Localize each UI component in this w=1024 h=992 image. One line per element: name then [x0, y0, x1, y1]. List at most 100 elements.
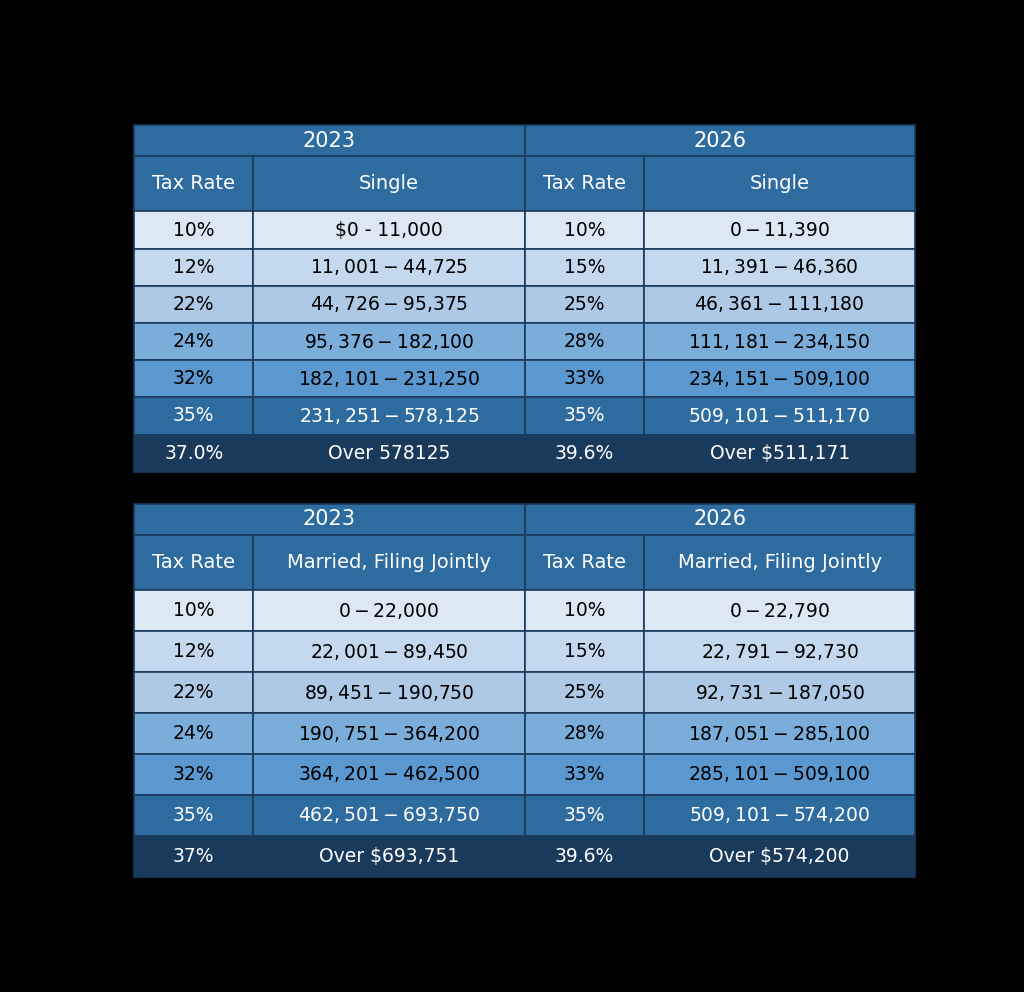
Bar: [524, 398, 644, 434]
Bar: [134, 125, 524, 156]
Text: Over $511,171: Over $511,171: [710, 443, 850, 462]
Bar: [253, 323, 524, 360]
Bar: [134, 360, 253, 398]
Text: 35%: 35%: [173, 407, 214, 426]
Text: $364,201 - $462,500: $364,201 - $462,500: [298, 765, 480, 785]
Bar: [524, 754, 644, 795]
Bar: [644, 286, 915, 323]
Text: Single: Single: [359, 175, 419, 193]
Text: Single: Single: [750, 175, 810, 193]
Text: $0 - 11,000: $0 - 11,000: [335, 220, 443, 239]
Bar: [134, 156, 253, 211]
Text: $95,376 - $182,100: $95,376 - $182,100: [304, 331, 474, 351]
Bar: [644, 535, 915, 590]
Text: $0 - $22,790: $0 - $22,790: [729, 601, 830, 621]
Text: $234,151 - $509,100: $234,151 - $509,100: [688, 369, 870, 389]
Bar: [253, 713, 524, 754]
Text: 28%: 28%: [563, 332, 605, 351]
Bar: [644, 434, 915, 472]
Bar: [134, 535, 253, 590]
Text: 12%: 12%: [173, 258, 214, 277]
Bar: [644, 631, 915, 673]
Bar: [524, 631, 644, 673]
Text: $509,101 - $511,170: $509,101 - $511,170: [688, 406, 870, 426]
Text: 24%: 24%: [173, 724, 215, 743]
Bar: [253, 631, 524, 673]
Text: $190,751 - $364,200: $190,751 - $364,200: [298, 723, 480, 743]
Bar: [134, 754, 253, 795]
Bar: [253, 156, 524, 211]
Text: $509,101 - $574,200: $509,101 - $574,200: [689, 806, 870, 825]
Text: 28%: 28%: [563, 724, 605, 743]
Text: 10%: 10%: [173, 601, 214, 620]
Bar: [134, 249, 253, 286]
Text: $187,051 - $285,100: $187,051 - $285,100: [688, 723, 870, 743]
Text: 33%: 33%: [563, 369, 605, 388]
Bar: [253, 836, 524, 877]
Text: 15%: 15%: [563, 642, 605, 661]
Bar: [644, 211, 915, 249]
Text: $22,001 - $89,450: $22,001 - $89,450: [310, 642, 468, 662]
Bar: [134, 795, 253, 836]
Text: $0 - $11,390: $0 - $11,390: [729, 220, 830, 240]
Text: 2023: 2023: [303, 510, 356, 530]
Text: $92,731 - $187,050: $92,731 - $187,050: [694, 682, 864, 702]
Text: 2023: 2023: [303, 131, 356, 151]
Bar: [253, 673, 524, 713]
Bar: [253, 398, 524, 434]
Bar: [644, 713, 915, 754]
Text: $11,001 - $44,725: $11,001 - $44,725: [310, 257, 468, 277]
Text: 37.0%: 37.0%: [164, 443, 223, 462]
Bar: [644, 360, 915, 398]
Text: 35%: 35%: [563, 407, 605, 426]
Bar: [644, 249, 915, 286]
Bar: [134, 398, 253, 434]
Text: $22,791 - $92,730: $22,791 - $92,730: [700, 642, 859, 662]
Bar: [644, 590, 915, 631]
Text: $285,101 - $509,100: $285,101 - $509,100: [688, 765, 870, 785]
Text: Tax Rate: Tax Rate: [543, 554, 626, 572]
Text: Married, Filing Jointly: Married, Filing Jointly: [287, 554, 492, 572]
Text: 39.6%: 39.6%: [555, 847, 614, 866]
Text: 10%: 10%: [173, 220, 214, 239]
Bar: [134, 504, 524, 535]
Bar: [524, 434, 644, 472]
Bar: [134, 590, 253, 631]
Text: $182,101 - $231,250: $182,101 - $231,250: [298, 369, 480, 389]
Text: $44,726 - $95,375: $44,726 - $95,375: [310, 295, 468, 314]
Text: 12%: 12%: [173, 642, 214, 661]
Bar: [644, 754, 915, 795]
Bar: [253, 360, 524, 398]
Text: 22%: 22%: [173, 683, 214, 702]
Bar: [253, 249, 524, 286]
Text: 35%: 35%: [563, 806, 605, 824]
Bar: [644, 836, 915, 877]
Bar: [524, 590, 644, 631]
Text: $11,391 - $46,360: $11,391 - $46,360: [700, 257, 859, 277]
Text: $462,501 - $693,750: $462,501 - $693,750: [298, 806, 480, 825]
Bar: [524, 504, 915, 535]
Bar: [524, 249, 644, 286]
Bar: [253, 535, 524, 590]
Bar: [524, 836, 644, 877]
Bar: [524, 713, 644, 754]
Text: Tax Rate: Tax Rate: [153, 175, 236, 193]
Bar: [253, 590, 524, 631]
Text: $231,251 - $578,125: $231,251 - $578,125: [299, 406, 479, 426]
Text: Over $693,751: Over $693,751: [318, 847, 459, 866]
Text: Married, Filing Jointly: Married, Filing Jointly: [678, 554, 882, 572]
Bar: [524, 125, 915, 156]
Bar: [134, 631, 253, 673]
Bar: [134, 713, 253, 754]
Bar: [644, 156, 915, 211]
Text: 37%: 37%: [173, 847, 214, 866]
Text: 22%: 22%: [173, 295, 214, 313]
Text: 24%: 24%: [173, 332, 215, 351]
Bar: [134, 323, 253, 360]
Bar: [134, 286, 253, 323]
Bar: [644, 398, 915, 434]
Bar: [524, 156, 644, 211]
Bar: [524, 211, 644, 249]
Text: 2026: 2026: [693, 510, 746, 530]
Bar: [524, 673, 644, 713]
